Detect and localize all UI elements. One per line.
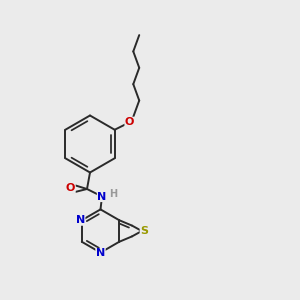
Text: O: O [66, 183, 75, 194]
Text: N: N [76, 215, 85, 225]
Text: N: N [98, 191, 106, 202]
Text: N: N [96, 248, 105, 259]
Text: S: S [140, 226, 148, 236]
Text: O: O [125, 117, 134, 127]
Text: H: H [109, 189, 118, 199]
